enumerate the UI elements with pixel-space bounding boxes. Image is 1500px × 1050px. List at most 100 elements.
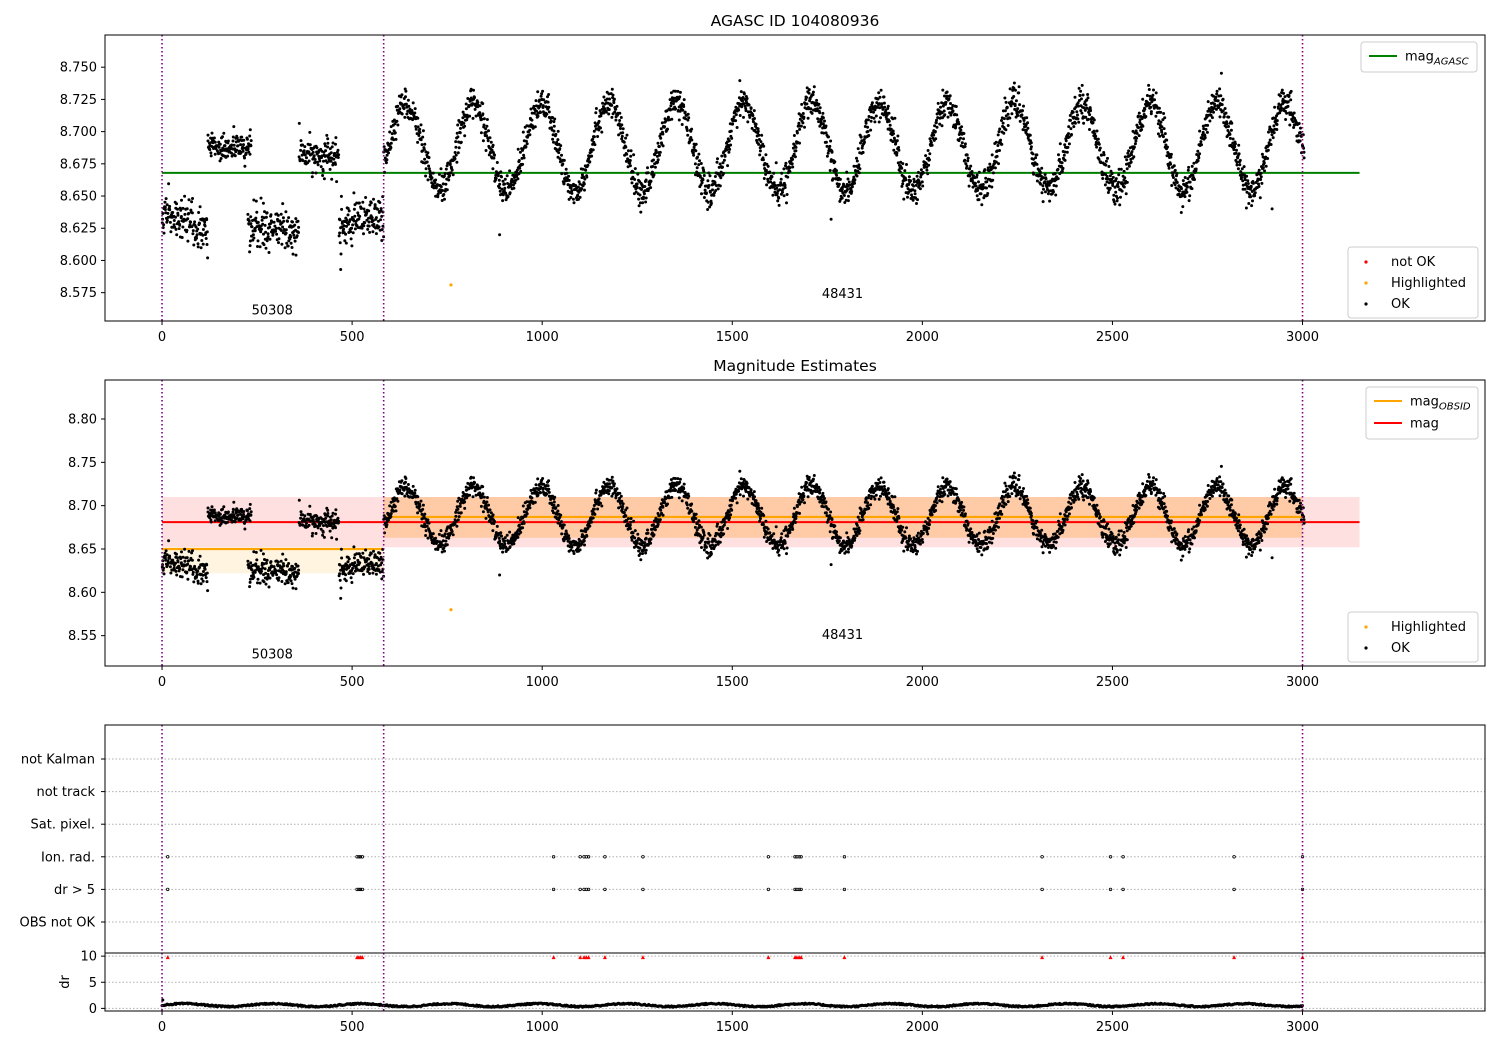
- data-point: [1020, 113, 1024, 117]
- data-point: [539, 491, 542, 495]
- data-point: [267, 585, 271, 589]
- data-point: [893, 116, 897, 120]
- data-point: [702, 196, 706, 199]
- data-point: [1102, 153, 1106, 157]
- data-point: [1067, 135, 1071, 139]
- data-point: [366, 227, 370, 231]
- data-point: [232, 513, 236, 517]
- data-point: [339, 252, 343, 256]
- data-point: [706, 179, 710, 183]
- data-point: [1218, 115, 1222, 119]
- data-point: [1004, 100, 1008, 104]
- data-point: [262, 243, 266, 247]
- data-point: [363, 221, 367, 225]
- data-point: [246, 147, 250, 151]
- data-point: [190, 551, 194, 555]
- data-point: [1122, 169, 1126, 173]
- data-point: [932, 133, 936, 137]
- data-point: [925, 168, 929, 172]
- data-point: [280, 580, 284, 583]
- data-point: [1169, 152, 1173, 156]
- data-point: [226, 139, 230, 143]
- data-point: [291, 220, 294, 224]
- data-point: [666, 127, 669, 131]
- data-point: [226, 510, 230, 514]
- data-point: [259, 196, 263, 200]
- data-point: [425, 524, 429, 528]
- data-point: [555, 140, 559, 144]
- data-point: [528, 128, 532, 132]
- data-point: [1152, 88, 1155, 92]
- data-point: [1175, 181, 1179, 184]
- data-point: [500, 187, 504, 191]
- data-point: [481, 102, 485, 106]
- data-point: [279, 229, 283, 232]
- data-point: [203, 220, 207, 224]
- data-point: [326, 512, 330, 515]
- data-point: [258, 581, 262, 585]
- data-point: [424, 534, 428, 537]
- data-point: [1236, 167, 1240, 171]
- data-point: [914, 183, 918, 187]
- data-point: [906, 195, 909, 199]
- data-point: [531, 126, 535, 130]
- data-point: [464, 102, 468, 106]
- data-point: [311, 531, 315, 535]
- data-point: [289, 235, 293, 239]
- data-point: [882, 95, 886, 99]
- data-point: [281, 202, 285, 206]
- data-point: [456, 135, 460, 139]
- data-point: [498, 189, 502, 193]
- data-point: [1079, 97, 1083, 101]
- data-point: [1135, 136, 1139, 140]
- data-point: [325, 524, 329, 528]
- data-point: [1067, 142, 1071, 146]
- data-point: [201, 579, 205, 583]
- data-point: [445, 164, 449, 168]
- data-point: [1214, 107, 1218, 111]
- data-point: [1115, 199, 1119, 203]
- data-point: [201, 573, 205, 577]
- data-point: [206, 139, 210, 143]
- data-point: [1059, 164, 1063, 168]
- axes-frame: [104, 34, 1486, 322]
- data-point: [191, 197, 194, 200]
- data-point: [1223, 107, 1227, 110]
- data-point: [183, 559, 187, 563]
- data-point: [542, 98, 546, 102]
- data-point: [1206, 123, 1210, 127]
- data-point: [1149, 110, 1153, 114]
- data-point: [887, 111, 891, 115]
- data-point: [1107, 181, 1111, 185]
- data-point: [242, 143, 245, 147]
- data-point: [205, 580, 209, 584]
- data-point: [186, 217, 190, 221]
- data-point: [351, 572, 355, 576]
- data-point: [385, 523, 389, 527]
- data-point: [398, 107, 402, 111]
- data-point: [546, 100, 550, 104]
- data-point: [516, 516, 520, 520]
- data-point: [169, 571, 173, 575]
- data-point: [629, 520, 633, 524]
- data-point: [1288, 123, 1292, 127]
- data-point: [777, 203, 781, 207]
- data-point: [560, 520, 563, 524]
- data-point: [910, 193, 913, 197]
- data-point: [1250, 204, 1254, 208]
- data-point: [1029, 147, 1033, 151]
- data-point: [294, 587, 298, 591]
- data-point: [171, 558, 175, 562]
- data-point: [1154, 91, 1158, 95]
- data-point: [536, 90, 540, 94]
- data-point: [247, 219, 251, 223]
- data-point: [769, 180, 773, 184]
- data-point: [183, 194, 187, 198]
- data-point: [516, 535, 520, 539]
- data-point: [1080, 111, 1084, 115]
- data-point: [499, 170, 503, 174]
- data-point: [551, 506, 555, 510]
- data-point: [376, 219, 380, 223]
- data-point: [1021, 109, 1024, 113]
- data-point: [349, 576, 353, 580]
